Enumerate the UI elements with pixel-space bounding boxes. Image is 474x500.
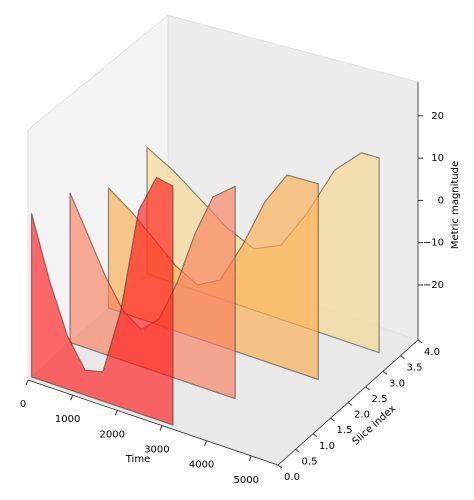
y-tick-label: 3.5	[407, 363, 423, 374]
z-tick-label: 0	[438, 195, 444, 206]
x-tick-label: 2000	[100, 429, 125, 440]
z-tick-label: 10	[431, 153, 444, 164]
x-tick	[114, 410, 118, 416]
z-axis-label: Metric magnitude	[450, 161, 461, 249]
x-tick	[159, 425, 163, 431]
x-tick-label: 5000	[233, 475, 258, 486]
x-tick	[204, 440, 208, 446]
x-tick	[25, 379, 29, 386]
y-tick-label: 1.5	[337, 425, 353, 436]
z-tick-label: 20	[431, 111, 444, 122]
y-tick	[417, 339, 423, 344]
x-tick-label: 1000	[55, 414, 80, 425]
y-tick	[312, 433, 318, 438]
y-tick	[330, 417, 335, 422]
x-axis-label: Time	[125, 454, 150, 465]
y-tick	[347, 402, 353, 406]
z-tick-label: −10	[423, 238, 444, 249]
y-tick-label: 1.0	[319, 441, 335, 452]
y-tick-label: 0.5	[302, 456, 318, 467]
slice-area	[30, 176, 174, 426]
y-tick-label: 3.0	[389, 378, 405, 389]
y-tick-label: 4.0	[424, 347, 440, 358]
x-tick	[248, 455, 252, 462]
y-tick-label: 2.5	[372, 394, 388, 405]
x-tick-label: 3000	[144, 445, 169, 456]
y-tick-label: 2.0	[354, 410, 370, 421]
y-tick	[277, 464, 283, 469]
y-tick	[365, 386, 370, 391]
z-tick-label: −20	[423, 280, 444, 291]
x-axis-line	[27, 379, 279, 466]
y-tick-label: 0.0	[284, 472, 300, 483]
y-tick	[295, 448, 300, 453]
y-tick	[382, 370, 388, 375]
x-tick-label: 0	[20, 399, 26, 410]
x-tick	[70, 394, 74, 401]
y-tick	[400, 355, 405, 360]
x-tick-label: 4000	[189, 460, 214, 471]
